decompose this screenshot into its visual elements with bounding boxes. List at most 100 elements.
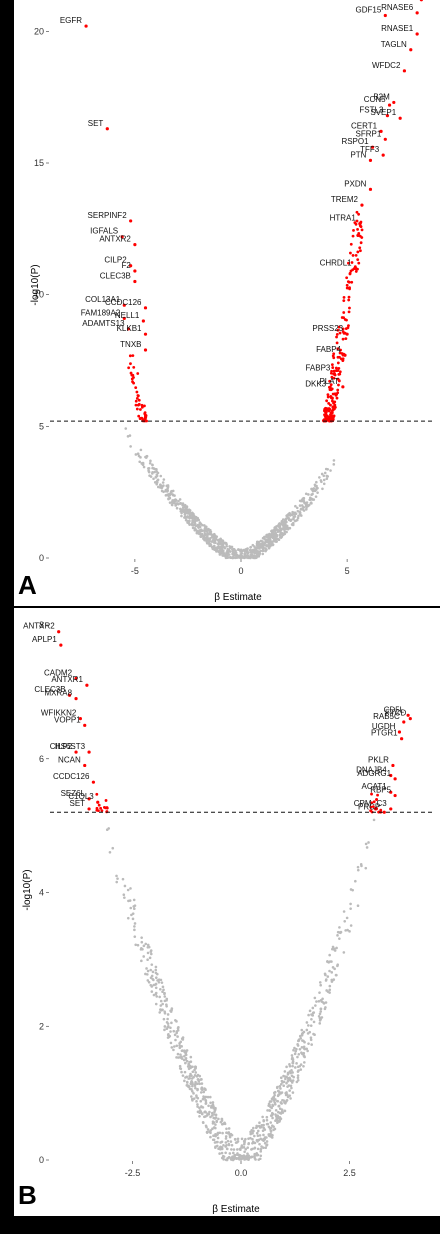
nonsignificant-point <box>213 537 216 541</box>
nonsignificant-point <box>249 553 253 556</box>
labeled-point <box>143 348 148 352</box>
significant-point <box>323 407 327 411</box>
nonsignificant-point <box>149 475 153 478</box>
nonsignificant-point <box>166 485 170 489</box>
nonsignificant-point <box>324 973 327 977</box>
nonsignificant-point <box>196 1077 200 1081</box>
nonsignificant-point <box>208 1110 211 1114</box>
labeled-point <box>389 773 393 778</box>
significant-point <box>349 269 353 273</box>
labeled-point <box>409 48 413 52</box>
nonsignificant-point <box>259 1154 263 1158</box>
nonsignificant-point <box>276 1121 279 1125</box>
significant-point <box>337 366 341 370</box>
nonsignificant-point <box>307 1042 310 1045</box>
nonsignificant-point <box>225 1158 229 1162</box>
nonsignificant-point <box>207 1104 210 1108</box>
nonsignificant-point <box>286 1085 289 1088</box>
nonsignificant-point <box>310 1043 313 1046</box>
nonsignificant-point <box>253 1134 256 1138</box>
nonsignificant-point <box>253 554 257 558</box>
nonsignificant-point <box>270 540 274 543</box>
nonsignificant-point <box>241 555 245 559</box>
nonsignificant-point <box>289 1084 293 1088</box>
significant-point <box>338 351 342 355</box>
nonsignificant-point <box>205 541 209 545</box>
significant-point <box>95 792 99 796</box>
nonsignificant-point <box>195 529 199 533</box>
nonsignificant-point <box>269 1130 273 1133</box>
nonsignificant-point <box>367 841 370 844</box>
gene-label: PTN <box>350 150 366 159</box>
nonsignificant-point <box>210 1104 213 1108</box>
nonsignificant-point <box>273 1093 276 1097</box>
nonsignificant-point <box>111 846 115 850</box>
y-tick-label: 10 <box>34 290 44 300</box>
nonsignificant-point <box>150 974 154 978</box>
significant-point <box>131 373 135 377</box>
nonsignificant-point <box>270 535 274 539</box>
nonsignificant-point <box>169 1030 172 1033</box>
nonsignificant-point <box>260 1145 263 1148</box>
nonsignificant-point <box>160 489 164 493</box>
significant-point <box>330 411 334 415</box>
nonsignificant-point <box>259 544 263 548</box>
significant-point <box>132 365 136 369</box>
nonsignificant-point <box>151 970 155 974</box>
nonsignificant-point <box>225 1127 228 1131</box>
nonsignificant-point <box>356 865 360 869</box>
significant-point <box>336 328 340 332</box>
nonsignificant-point <box>224 541 227 545</box>
nonsignificant-point <box>295 1062 298 1065</box>
nonsignificant-point <box>246 1146 249 1149</box>
labeled-point <box>85 683 89 687</box>
significant-point <box>349 242 353 246</box>
nonsignificant-point <box>121 877 125 881</box>
nonsignificant-point <box>266 1122 270 1126</box>
nonsignificant-point <box>286 1071 290 1075</box>
nonsignificant-point <box>227 1155 231 1159</box>
nonsignificant-point <box>313 483 317 487</box>
nonsignificant-point <box>345 916 349 920</box>
nonsignificant-point <box>146 943 150 947</box>
nonsignificant-point <box>166 1036 170 1039</box>
nonsignificant-point <box>167 494 170 498</box>
nonsignificant-point <box>192 1092 195 1095</box>
significant-point <box>135 407 139 411</box>
nonsignificant-point <box>210 533 213 536</box>
nonsignificant-point <box>220 1123 224 1126</box>
nonsignificant-point <box>194 515 198 519</box>
nonsignificant-point <box>207 1112 211 1116</box>
significant-point <box>323 413 326 417</box>
significant-point <box>359 241 363 245</box>
nonsignificant-point <box>216 1136 220 1140</box>
nonsignificant-point <box>203 533 207 537</box>
nonsignificant-point <box>332 459 336 462</box>
nonsignificant-point <box>149 949 153 952</box>
nonsignificant-point <box>326 475 330 478</box>
significant-point <box>330 397 334 400</box>
nonsignificant-point <box>328 960 332 963</box>
significant-point <box>333 400 337 404</box>
nonsignificant-point <box>250 1128 253 1132</box>
nonsignificant-point <box>183 1079 186 1083</box>
nonsignificant-point <box>244 1147 248 1151</box>
nonsignificant-point <box>310 1013 313 1016</box>
significant-point <box>350 261 354 264</box>
significant-point <box>129 362 132 366</box>
labeled-point <box>91 780 96 784</box>
nonsignificant-point <box>145 455 149 458</box>
significant-point <box>356 234 360 238</box>
nonsignificant-point <box>342 910 346 913</box>
nonsignificant-point <box>189 1055 193 1059</box>
nonsignificant-point <box>165 999 168 1002</box>
nonsignificant-point <box>300 1033 304 1037</box>
nonsignificant-point <box>154 1002 158 1006</box>
nonsignificant-point <box>291 1064 294 1068</box>
significant-point <box>347 324 350 328</box>
nonsignificant-point <box>229 556 233 559</box>
labeled-point <box>332 372 336 376</box>
nonsignificant-point <box>210 1114 214 1117</box>
gene-label: PRSS23 <box>312 324 343 333</box>
nonsignificant-point <box>178 1046 182 1050</box>
